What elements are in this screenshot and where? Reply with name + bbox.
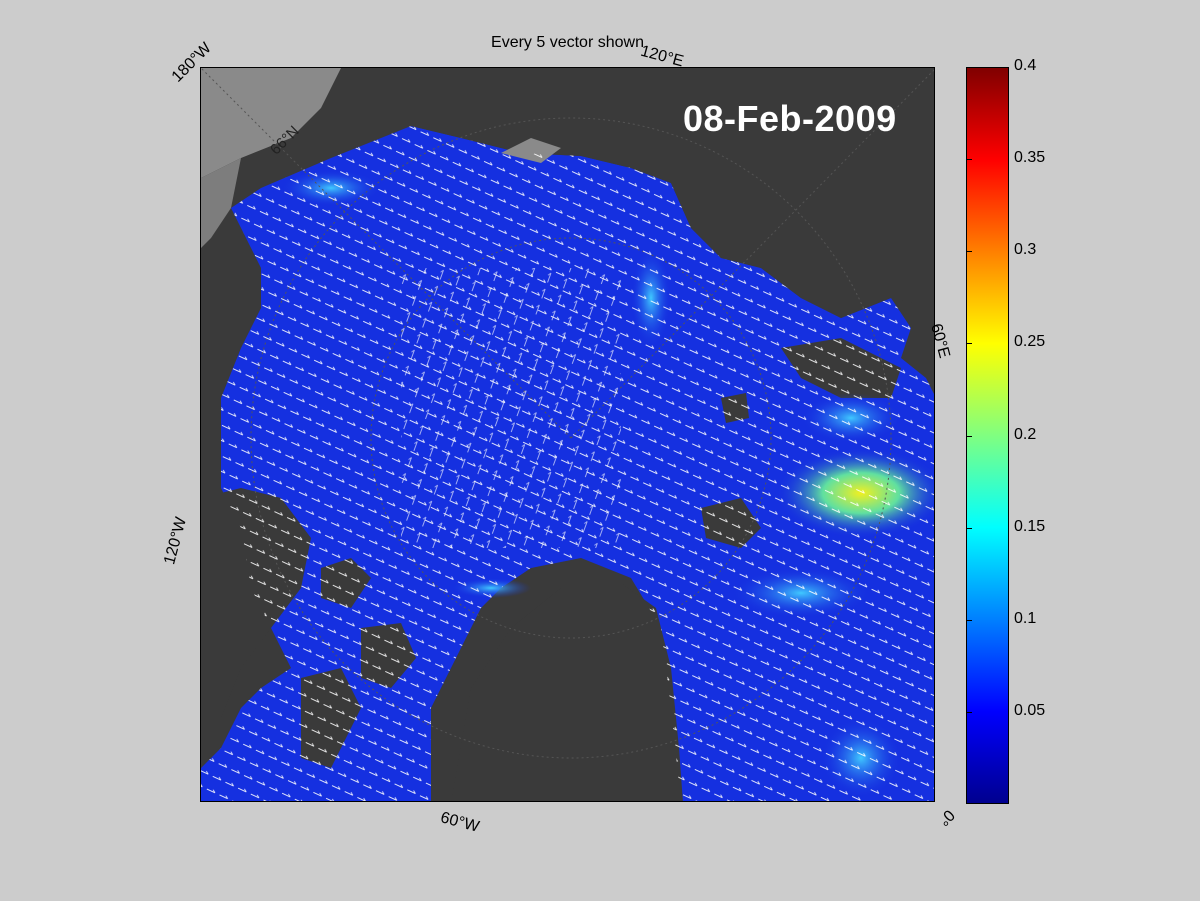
colorbar-tick-mark (966, 619, 972, 621)
colorbar-tick-label: 0.1 (1014, 609, 1037, 627)
colorbar-tick-label: 0.3 (1014, 241, 1037, 259)
colorbar-tick-label: 0.15 (1014, 517, 1046, 535)
colorbar-tick-label: 0.2 (1014, 425, 1037, 443)
colorbar-tick-mark (966, 711, 972, 713)
colorbar-tick-label: 0.35 (1014, 149, 1046, 167)
map-frame (200, 67, 935, 802)
ice-drift-map (201, 68, 934, 801)
colorbar-tick-mark (966, 67, 972, 68)
greenland-land (451, 583, 683, 801)
land-top (411, 68, 934, 318)
colorbar-tick-mark (966, 251, 972, 253)
colorbar-tick-mark (966, 435, 972, 437)
plot-title: Every 5 vector shown (491, 34, 644, 51)
colorbar-tick-label: 0.4 (1014, 57, 1037, 74)
colorbar-tick-mark (966, 343, 972, 345)
colorbar-tick-mark (966, 527, 972, 529)
drift-vectors-2 (401, 268, 621, 548)
colorbar-tick-label: 0.25 (1014, 333, 1046, 351)
land-upper-left (201, 68, 341, 178)
colorbar-tick-label: 0.05 (1014, 701, 1046, 719)
colorbar-tick-mark (966, 159, 972, 161)
land-left-grey (201, 158, 241, 248)
colorbar (966, 67, 1009, 804)
lon-label-60w: 60°W (438, 809, 481, 836)
lon-label-120w: 120°W (161, 515, 191, 567)
date-stamp: 08-Feb-2009 (683, 98, 897, 139)
lon-label-0: 0° (934, 805, 958, 829)
